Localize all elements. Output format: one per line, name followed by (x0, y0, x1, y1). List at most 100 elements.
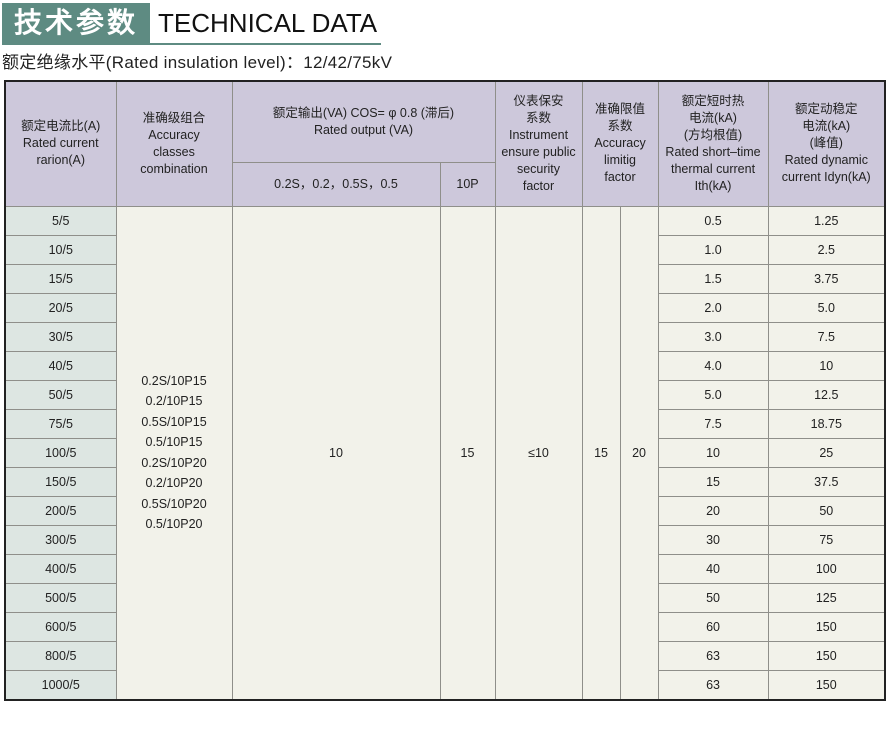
ratio-cell: 600/5 (4, 611, 117, 642)
ith-cell: 5.0 (657, 379, 769, 410)
header-line: Rated output (VA) (313, 122, 414, 137)
ratio-cell: 400/5 (4, 553, 117, 584)
accuracy-item: 0.2/10P20 (145, 476, 203, 490)
header-line: factor (522, 178, 555, 193)
ratio-cell: 20/5 (4, 292, 117, 323)
idyn-cell: 37.5 (767, 466, 886, 497)
header-line: Rated dynamic (784, 153, 868, 168)
header-line: 电流(kA) (802, 119, 851, 134)
isf-value: ≤10 (494, 205, 583, 700)
header-line: Accuracy (148, 127, 200, 142)
ratio-cell: 150/5 (4, 466, 117, 497)
ratio-cell: 1000/5 (4, 669, 117, 700)
idyn-cell: 75 (767, 524, 886, 555)
ratio-cell: 10/5 (4, 234, 117, 265)
table-row: 100/5 10 25 (4, 437, 886, 468)
header-line: 额定电流比(A) (21, 119, 101, 134)
table-row: 600/5 60 150 (4, 611, 886, 642)
header-line: 系数 (607, 119, 633, 134)
accuracy-item: 0.5/10P20 (145, 517, 203, 531)
header-output: 额定输出(VA) COS= φ 0.8 (滞后) Rated output (VA… (231, 80, 496, 163)
technical-data-table: 额定电流比(A) Rated current rarion(A) 准确级组合 Accu… (4, 80, 887, 701)
header-line: Instrument (508, 127, 569, 142)
header-line: Rated short–time (665, 144, 761, 159)
output-measuring-value: 10 (231, 205, 441, 700)
header-ratio: 额定电流比(A) Rated current rarion(A) (4, 80, 117, 207)
header-line: (方均根值) (683, 127, 743, 142)
ith-cell: 60 (657, 611, 769, 642)
idyn-cell: 100 (767, 553, 886, 584)
header-line: 准确级组合 (142, 110, 206, 125)
idyn-cell: 3.75 (767, 263, 886, 294)
idyn-cell: 7.5 (767, 321, 886, 352)
header-output-measuring: 0.2S，0.2，0.5S，0.5 (231, 161, 441, 207)
ith-cell: 30 (657, 524, 769, 555)
table-row: 5/5 0.2S/10P15 0.2/10P15 0.5S/10P15 0.5/10P1… (4, 205, 886, 700)
header-line: 电流(kA) (689, 110, 737, 125)
ratio-cell: 500/5 (4, 582, 117, 613)
table-row: 30/5 3.0 7.5 (4, 321, 886, 352)
accuracy-item: 0.5S/10P15 (141, 414, 207, 429)
accuracy-item: 0.2/10P15 (145, 394, 203, 408)
ith-cell: 0.5 (657, 205, 769, 236)
ith-cell: 15 (657, 466, 769, 497)
idyn-cell: 1.25 (767, 205, 886, 236)
output-protection-value: 15 (439, 205, 496, 700)
ith-cell: 10 (657, 437, 769, 468)
header-line: limitig (604, 153, 636, 168)
header-line: thermal current (670, 161, 756, 176)
ratio-cell: 15/5 (4, 263, 117, 294)
idyn-cell: 5.0 (767, 292, 886, 323)
header-line: 额定短时热 (681, 93, 745, 108)
table-row: 800/5 63 150 (4, 640, 886, 671)
table-row: 150/5 15 37.5 (4, 466, 886, 497)
header-accuracy: 准确级组合 Accuracy classes combination (115, 80, 233, 207)
idyn-cell: 125 (767, 582, 886, 613)
header-isf: 仪表保安 系数 Instrument ensure public security fac… (494, 80, 583, 207)
header-output-protection: 10P (439, 161, 496, 207)
ith-cell: 63 (657, 669, 769, 700)
ith-cell: 3.0 (657, 321, 769, 352)
ith-cell: 1.0 (657, 234, 769, 265)
table-row: 400/5 40 100 (4, 553, 886, 584)
idyn-cell: 50 (767, 495, 886, 526)
accuracy-item: 0.2S/10P20 (141, 455, 207, 470)
header-line: current Idyn(kA) (781, 170, 871, 185)
table-row: 40/5 4.0 10 (4, 350, 886, 381)
accuracy-item: 0.5S/10P20 (141, 496, 207, 511)
header-line: 额定动稳定 (795, 102, 858, 117)
ratio-cell: 50/5 (4, 379, 117, 410)
header-line: security (516, 161, 561, 176)
header-line: 仪表保安 (513, 93, 564, 108)
header-line: combination (140, 161, 208, 176)
idyn-cell: 150 (767, 640, 886, 671)
idyn-cell: 2.5 (767, 234, 886, 265)
table-row: 75/5 7.5 18.75 (4, 408, 886, 439)
idyn-cell: 25 (767, 437, 886, 468)
ith-cell: 7.5 (657, 408, 769, 439)
idyn-cell: 150 (767, 611, 886, 642)
ith-cell: 63 (657, 640, 769, 671)
table-row: 20/5 2.0 5.0 (4, 292, 886, 323)
idyn-cell: 10 (767, 350, 886, 381)
ratio-cell: 30/5 (4, 321, 117, 352)
header-line: factor (604, 170, 636, 185)
accuracy-item: 0.2S/10P15 (141, 373, 207, 388)
header-line: 准确限值 (595, 102, 646, 117)
table-row: 15/5 1.5 3.75 (4, 263, 886, 294)
ratio-cell: 300/5 (4, 524, 117, 555)
header-line: Rated current (22, 136, 99, 151)
ratio-cell: 200/5 (4, 495, 117, 526)
page: 技术参数 TECHNICAL DATA 额定绝缘水平(Rated insulat… (2, 3, 887, 701)
header-line: rarion(A) (36, 153, 86, 168)
header-ith: 额定短时热电流(kA) (方均根值) Rated short–time thermal… (657, 80, 769, 207)
title-en: TECHNICAL DATA (158, 8, 378, 38)
header-line: Ith(kA) (694, 178, 732, 193)
idyn-cell: 18.75 (767, 408, 886, 439)
header-line: 额定输出(VA) COS= φ 0.8 (滞后) (272, 105, 455, 120)
table-row: 10/5 1.0 2.5 (4, 234, 886, 265)
header-line: Accuracy (594, 136, 646, 151)
header-alf: 准确限值系数 Accuracy limitig factor (581, 80, 659, 207)
ith-cell: 1.5 (657, 263, 769, 294)
table-row: 1000/5 63 150 (4, 669, 886, 700)
